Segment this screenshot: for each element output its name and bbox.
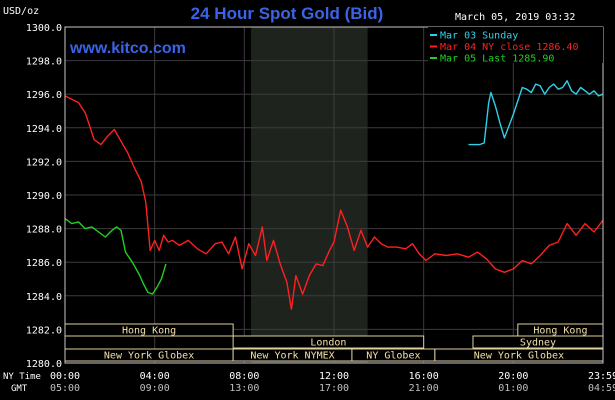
gmt-row-label: GMT: [11, 384, 28, 394]
legend-entry: Mar 04 NY close 1286.40: [440, 42, 578, 53]
legend-background: [428, 27, 603, 63]
y-tick-label: 1286.0: [26, 258, 62, 269]
session-label: London: [310, 338, 346, 349]
timestamp: March 05, 2019 03:32: [455, 12, 575, 23]
legend-entry: Mar 03 Sunday: [440, 31, 518, 42]
x-tick-label-gmt: 09:00: [140, 383, 170, 394]
grid-lines: [65, 27, 603, 363]
y-tick-label: 1298.0: [26, 57, 62, 68]
x-tick-label-ny: 12:00: [319, 371, 349, 382]
series-line-1: [468, 80, 604, 146]
x-tick-label-gmt: 17:00: [319, 383, 349, 394]
y-tick-label: 1300.0: [26, 23, 62, 34]
chart-title: 24 Hour Spot Gold (Bid): [191, 4, 384, 23]
y-tick-label: 1294.0: [26, 124, 62, 135]
series-line-3: [64, 217, 167, 295]
y-tick-label: 1284.0: [26, 292, 62, 303]
session-bar-europe: [232, 335, 425, 349]
plot-border: [64, 26, 604, 364]
session-label: New York Globex: [474, 351, 564, 362]
x-tick-label-gmt: 21:00: [409, 383, 439, 394]
x-tick-label-ny: 08:00: [229, 371, 259, 382]
x-tick-label-ny: 04:00: [140, 371, 170, 382]
session-label: Sydney: [520, 338, 556, 349]
session-label: New York Globex: [104, 351, 194, 362]
y-tick-label: 1288.0: [26, 225, 62, 236]
market-sessions: Hong Kong Hong Kong London Sydney New York G…: [64, 323, 604, 362]
x-tick-label-ny: 23:59: [588, 371, 615, 382]
session-label: NY Globex: [366, 351, 420, 362]
x-tick-label-ny: 16:00: [409, 371, 439, 382]
session-label: New York NYMEX: [250, 351, 334, 362]
y-tick-label: 1280.0: [26, 359, 62, 370]
y-axis-ticks: 1280.0 1282.0 1284.0 1286.0 1288.0 1290.0 1292…: [26, 23, 62, 370]
y-tick-label: 1292.0: [26, 157, 62, 168]
x-tick-label-gmt: 05:00: [50, 383, 80, 394]
y-tick-label: 1282.0: [26, 325, 62, 336]
legend-entry: Mar 05 Last 1285.90: [440, 54, 554, 65]
ny-time-row-label: NY Time: [3, 372, 41, 382]
x-tick-label-gmt: 01:00: [498, 383, 528, 394]
x-tick-label-gmt: 13:00: [229, 383, 259, 394]
session-label: Hong Kong: [533, 326, 587, 337]
unit-label: USD/oz: [3, 6, 39, 17]
watermark-url[interactable]: www.kitco.com: [69, 40, 186, 57]
series-line-2: [64, 95, 604, 310]
x-tick-label-ny: 20:00: [498, 371, 528, 382]
session-label: Hong Kong: [122, 326, 176, 337]
price-series: [64, 80, 604, 310]
y-tick-label: 1296.0: [26, 90, 62, 101]
y-tick-label: 1290.0: [26, 191, 62, 202]
x-tick-label-ny: 00:00: [50, 371, 80, 382]
x-tick-label-gmt: 04:59: [588, 383, 615, 394]
